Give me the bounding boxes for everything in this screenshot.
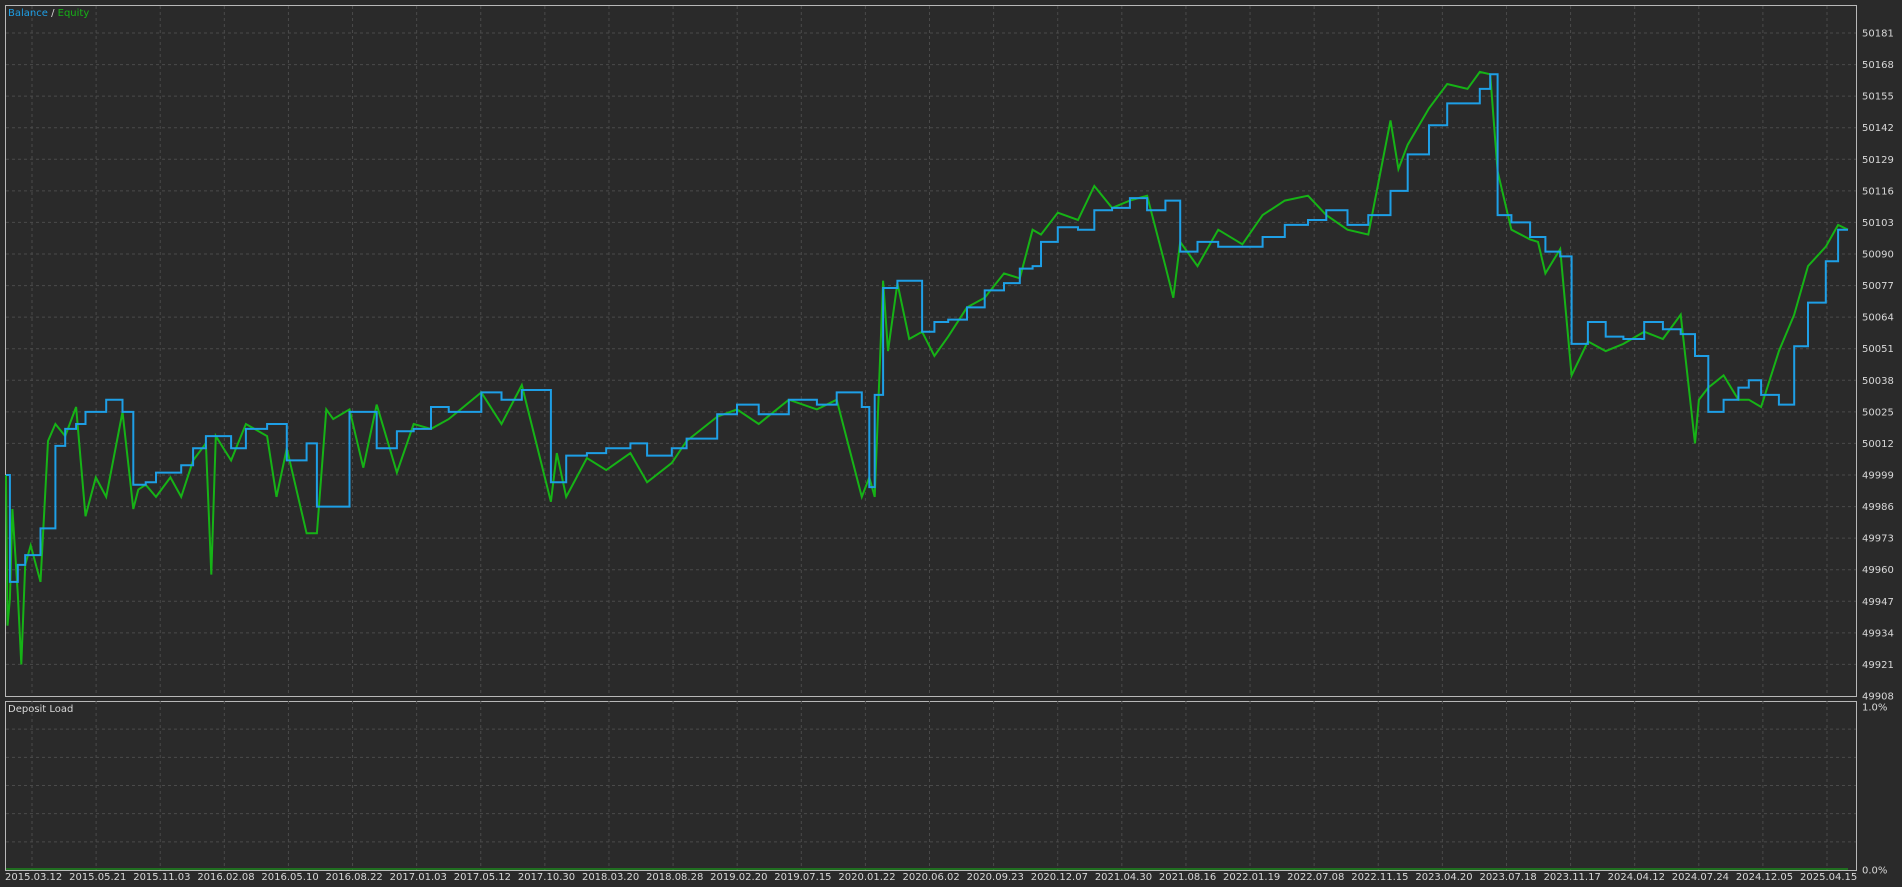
x-tick-label: 2015.11.03	[133, 872, 190, 883]
y-tick-label: 49999	[1862, 471, 1894, 482]
x-tick-label: 2024.12.05	[1736, 872, 1793, 883]
y-tick-label: 50012	[1862, 439, 1894, 450]
x-tick-label: 2024.04.12	[1608, 872, 1665, 883]
x-tick-label: 2025.04.15	[1800, 872, 1857, 883]
y-tick-label: 50129	[1862, 155, 1894, 166]
x-tick-label: 2021.04.30	[1095, 872, 1152, 883]
y-tick-label: 49921	[1862, 660, 1894, 671]
y-tick-label: 49986	[1862, 502, 1894, 513]
x-tick-label: 2020.12.07	[1031, 872, 1088, 883]
y-tick-label: 49973	[1862, 534, 1894, 545]
x-tick-label: 2020.09.23	[967, 872, 1024, 883]
y-tick-label: 50090	[1862, 250, 1894, 261]
x-tick-label: 2020.06.02	[903, 872, 960, 883]
x-tick-label: 2018.03.20	[582, 872, 639, 883]
x-tick-label: 2018.08.28	[646, 872, 703, 883]
main-panel-frame	[5, 5, 1857, 697]
y-tick-label: 50064	[1862, 313, 1894, 324]
y-tick-label: 50155	[1862, 92, 1894, 103]
y-tick-label: 50116	[1862, 186, 1894, 197]
x-tick-label: 2023.11.17	[1544, 872, 1601, 883]
y-tick-label: 50103	[1862, 218, 1894, 229]
x-tick-label: 2016.05.10	[261, 872, 318, 883]
y-tick-label: 50038	[1862, 376, 1894, 387]
deposit-load-tick-label: 1.0%	[1862, 703, 1887, 714]
y-tick-label: 49960	[1862, 565, 1894, 576]
x-tick-label: 2022.07.08	[1287, 872, 1344, 883]
x-tick-label: 2023.04.20	[1415, 872, 1472, 883]
x-tick-label: 2015.03.12	[5, 872, 62, 883]
y-tick-label: 50025	[1862, 407, 1894, 418]
legend: Balance / Equity	[8, 8, 89, 19]
x-tick-label: 2022.11.15	[1351, 872, 1408, 883]
y-tick-label: 49908	[1862, 692, 1894, 703]
y-tick-label: 49947	[1862, 597, 1894, 608]
y-tick-label: 50051	[1862, 344, 1894, 355]
deposit-load-title: Deposit Load	[8, 704, 73, 715]
x-tick-label: 2017.05.12	[454, 872, 511, 883]
y-tick-label: 50142	[1862, 123, 1894, 134]
x-tick-label: 2017.01.03	[390, 872, 447, 883]
legend-entry-equity: Equity	[58, 8, 90, 19]
x-tick-label: 2015.05.21	[69, 872, 126, 883]
y-tick-label: 50077	[1862, 281, 1894, 292]
x-tick-label: 2016.08.22	[326, 872, 383, 883]
y-tick-label: 50181	[1862, 29, 1894, 40]
legend-entry-balance: Balance	[8, 8, 48, 19]
x-tick-label: 2021.08.16	[1159, 872, 1216, 883]
legend-separator: /	[48, 8, 58, 19]
x-tick-label: 2022.01.19	[1223, 872, 1280, 883]
x-tick-label: 2020.01.22	[838, 872, 895, 883]
x-tick-label: 2019.07.15	[774, 872, 831, 883]
y-tick-label: 49934	[1862, 628, 1894, 639]
deposit-load-tick-label: 0.0%	[1862, 866, 1887, 877]
balance-series-line	[6, 73, 1848, 583]
x-tick-label: 2023.07.18	[1479, 872, 1536, 883]
x-tick-label: 2019.02.20	[710, 872, 767, 883]
y-tick-label: 50168	[1862, 60, 1894, 71]
equity-series-line	[5, 70, 1849, 665]
deposit-load-panel-frame	[5, 701, 1857, 871]
x-tick-label: 2016.02.08	[197, 872, 254, 883]
x-tick-label: 2017.10.30	[518, 872, 575, 883]
x-tick-label: 2024.07.24	[1672, 872, 1729, 883]
